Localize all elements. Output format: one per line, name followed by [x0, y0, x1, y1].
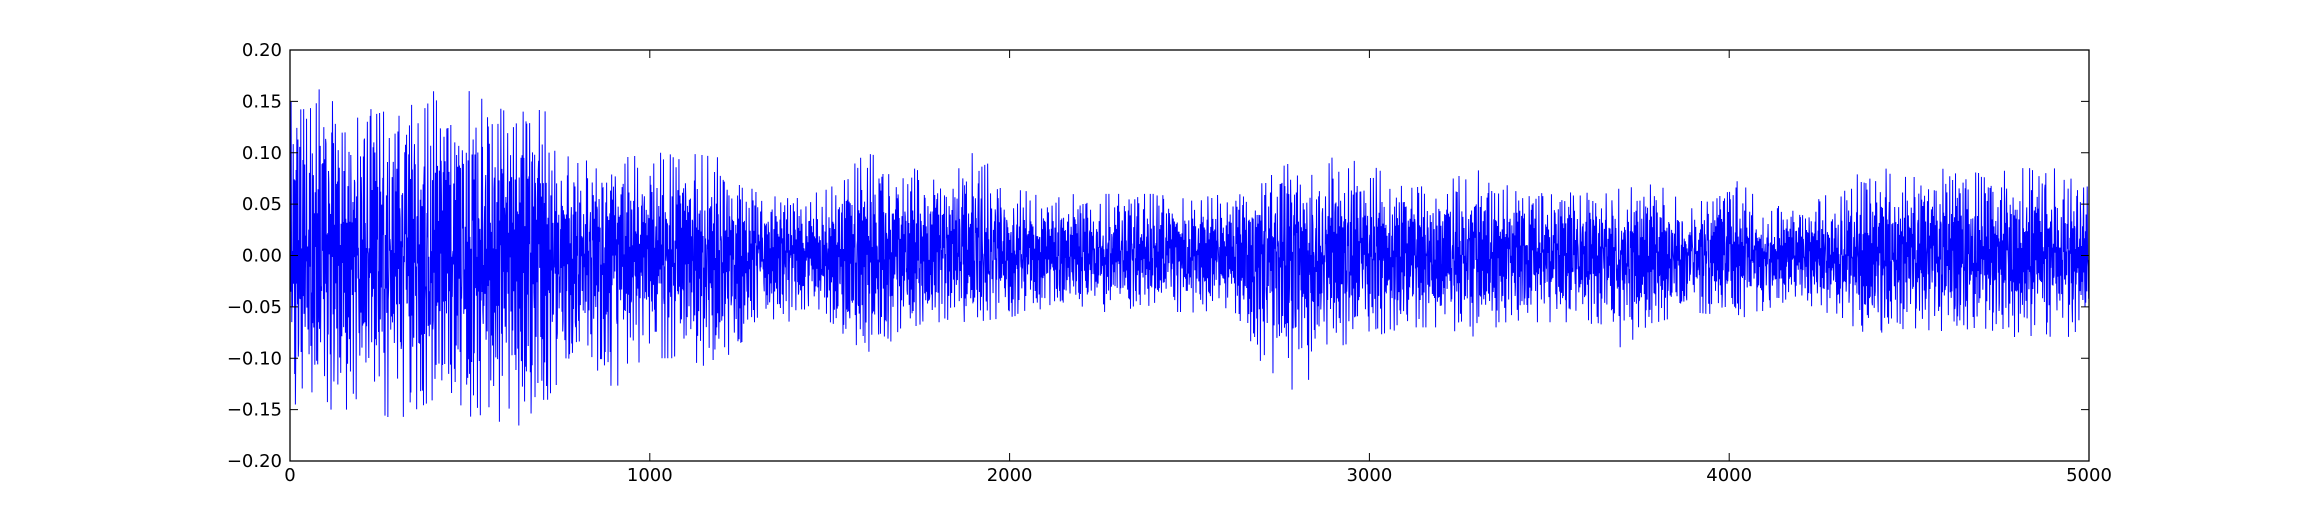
y-tick-label: −0.20 [227, 451, 282, 472]
x-tick-label: 1000 [627, 465, 673, 486]
y-tick-label: 0.05 [242, 194, 282, 215]
waveform-series-line [290, 89, 2089, 426]
x-tick-label: 3000 [1346, 465, 1392, 486]
y-tick-label: −0.10 [227, 348, 282, 369]
series-layer [290, 89, 2089, 426]
y-tick-label: −0.05 [227, 297, 282, 318]
x-tick-label: 4000 [1706, 465, 1752, 486]
x-tick-label: 5000 [2066, 465, 2112, 486]
y-tick-label: −0.15 [227, 400, 282, 421]
y-tick-label: 0.10 [242, 143, 282, 164]
y-tick-label: 0.00 [242, 246, 282, 267]
y-tick-label: 0.15 [242, 91, 282, 112]
x-tick-label: 2000 [987, 465, 1033, 486]
x-axis: 0 1000 2000 3000 4000 5000 [284, 50, 2112, 486]
y-tick-label: 0.20 [242, 40, 282, 61]
y-axis: −0.20 −0.15 −0.10 −0.05 0.00 0.05 0.10 0.15 0.20 [227, 40, 2089, 472]
x-tick-label: 0 [284, 465, 295, 486]
